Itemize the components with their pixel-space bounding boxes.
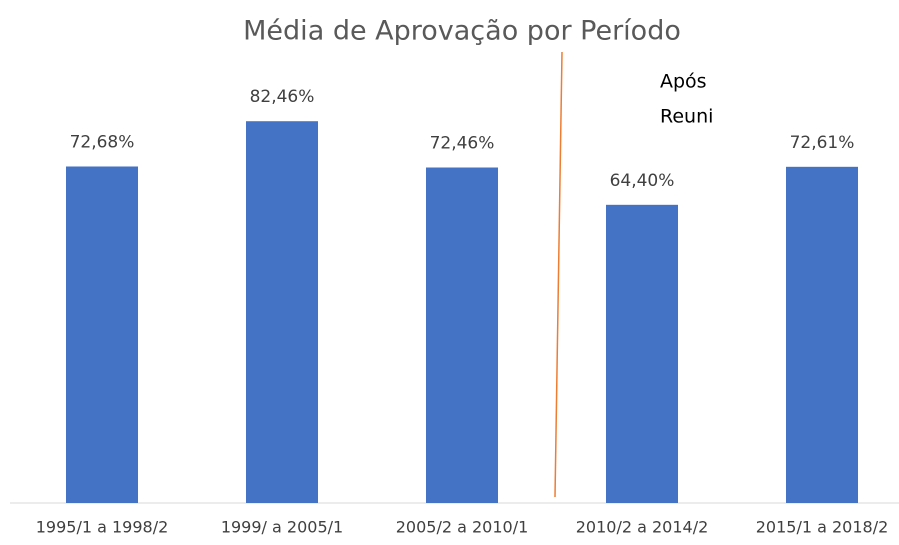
- data-label: 72,46%: [430, 134, 495, 154]
- bar: [606, 204, 678, 503]
- bar: [426, 167, 498, 503]
- x-tick-label: 2005/2 a 2010/1: [396, 518, 529, 537]
- data-label: 72,68%: [70, 132, 135, 152]
- annotation: Após: [660, 71, 707, 93]
- annotation: Reuni: [660, 106, 713, 128]
- bar: [786, 166, 858, 503]
- bar: [66, 166, 138, 504]
- chart-title: Média de Aprovação por Período: [243, 16, 681, 47]
- data-label: 72,61%: [790, 133, 855, 153]
- x-tick-label: 1995/1 a 1998/2: [36, 518, 169, 537]
- x-tick-label: 2015/1 a 2018/2: [756, 518, 889, 537]
- data-label: 82,46%: [250, 87, 315, 107]
- data-label: 64,40%: [610, 171, 675, 191]
- bar: [246, 121, 318, 503]
- x-tick-label: 1999/ a 2005/1: [221, 518, 343, 537]
- x-tick-label: 2010/2 a 2014/2: [576, 518, 709, 537]
- divider-line: [554, 51, 563, 498]
